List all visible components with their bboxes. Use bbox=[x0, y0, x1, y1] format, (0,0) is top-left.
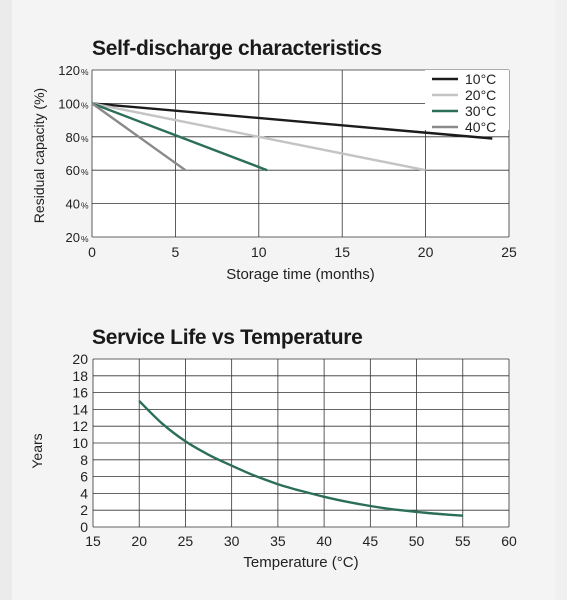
x-tick-label-55: 55 bbox=[455, 533, 471, 549]
chart-title-self-discharge: Self-discharge characteristics bbox=[92, 37, 382, 60]
y-tick-unit: % bbox=[81, 201, 89, 211]
x-axis-label: Storage time (months) bbox=[226, 266, 374, 283]
y-axis-label: Residual capacity (%) bbox=[31, 88, 47, 223]
series-line-service-life bbox=[138, 400, 463, 517]
y-tick-label-0: 0 bbox=[80, 519, 88, 535]
y-tick-label-120: 120 bbox=[58, 63, 80, 78]
y-tick-label-80: 80 bbox=[66, 130, 80, 145]
y-tick-unit: % bbox=[81, 67, 89, 77]
x-tick-label-0: 0 bbox=[88, 244, 96, 260]
y-tick-label-100: 100 bbox=[58, 96, 80, 111]
y-tick-label-60: 60 bbox=[66, 163, 80, 178]
x-tick-label-35: 35 bbox=[270, 533, 286, 549]
legend-label-10-c: 10°C bbox=[465, 71, 496, 87]
y-tick-label-20: 20 bbox=[72, 351, 88, 367]
x-axis-label: Temperature (°C) bbox=[243, 554, 358, 571]
legend-label-20-c: 20°C bbox=[465, 87, 496, 103]
x-tick-label-45: 45 bbox=[363, 533, 379, 549]
y-tick-label-16: 16 bbox=[72, 385, 88, 401]
left-margin-bar bbox=[0, 0, 12, 600]
series-line-40-c bbox=[91, 102, 187, 172]
x-tick-label-40: 40 bbox=[316, 533, 332, 549]
y-tick-label-2: 2 bbox=[80, 502, 88, 518]
legend-label-30-c: 30°C bbox=[465, 103, 496, 119]
y-tick-label-40: 40 bbox=[66, 197, 80, 212]
y-tick-label-10: 10 bbox=[72, 435, 88, 451]
chart-title-service-life: Service Life vs Temperature bbox=[92, 326, 363, 349]
x-tick-label-20: 20 bbox=[418, 244, 434, 260]
x-tick-label-30: 30 bbox=[224, 533, 240, 549]
y-tick-label-12: 12 bbox=[72, 418, 88, 434]
x-tick-label-15: 15 bbox=[334, 244, 350, 260]
y-tick-unit: % bbox=[81, 134, 89, 144]
x-tick-label-15: 15 bbox=[85, 533, 101, 549]
x-tick-label-25: 25 bbox=[178, 533, 194, 549]
y-tick-label-6: 6 bbox=[80, 469, 88, 485]
x-tick-label-10: 10 bbox=[251, 244, 267, 260]
x-tick-label-5: 5 bbox=[172, 244, 180, 260]
y-tick-label-14: 14 bbox=[72, 401, 88, 417]
y-tick-label-4: 4 bbox=[80, 485, 88, 501]
y-tick-label-18: 18 bbox=[72, 368, 88, 384]
x-tick-label-20: 20 bbox=[131, 533, 147, 549]
series-line-10-c bbox=[91, 102, 493, 140]
y-tick-label-8: 8 bbox=[80, 452, 88, 468]
x-tick-label-60: 60 bbox=[501, 533, 517, 549]
x-tick-label-25: 25 bbox=[501, 244, 517, 260]
right-margin-bar bbox=[555, 0, 567, 600]
legend-label-40-c: 40°C bbox=[465, 119, 496, 135]
y-axis-label: Years bbox=[29, 433, 45, 468]
y-tick-unit: % bbox=[81, 167, 89, 177]
series-line-20-c bbox=[91, 102, 426, 172]
y-tick-unit: % bbox=[81, 234, 89, 244]
y-tick-label-20: 20 bbox=[66, 230, 80, 245]
x-tick-label-50: 50 bbox=[409, 533, 425, 549]
y-tick-unit: % bbox=[81, 100, 89, 110]
series-line-30-c bbox=[91, 102, 268, 172]
